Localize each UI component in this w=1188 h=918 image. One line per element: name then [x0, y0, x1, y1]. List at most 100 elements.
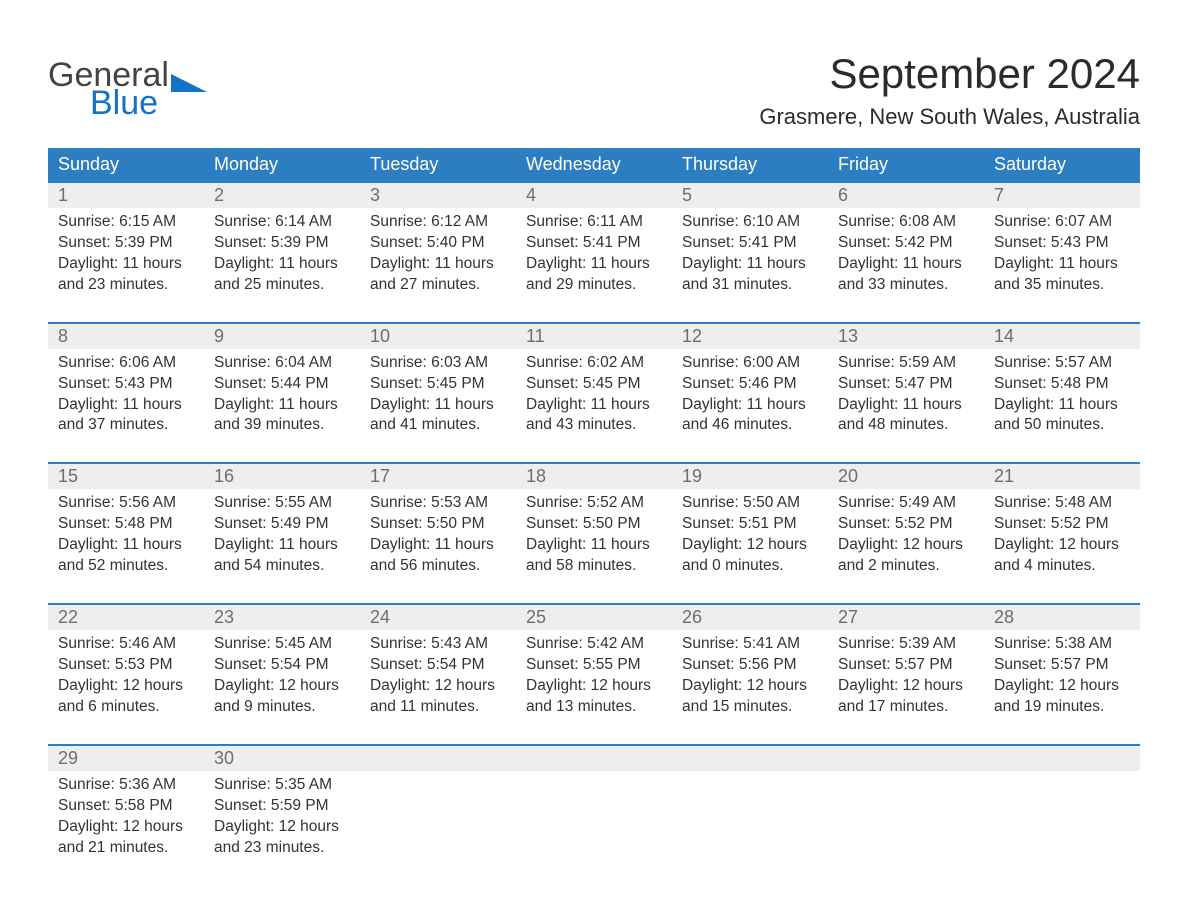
date-number: 2 — [204, 183, 360, 208]
daylight-line: Daylight: 11 hours and 31 minutes. — [682, 254, 818, 296]
date-number — [984, 746, 1140, 771]
sunrise-line: Sunrise: 5:50 AM — [682, 493, 818, 514]
calendar-cell: Sunrise: 6:15 AMSunset: 5:39 PMDaylight:… — [48, 208, 204, 306]
date-number: 27 — [828, 605, 984, 630]
sunset-line: Sunset: 5:39 PM — [58, 233, 194, 254]
daylight-line: Daylight: 12 hours and 9 minutes. — [214, 676, 350, 718]
calendar: SundayMondayTuesdayWednesdayThursdayFrid… — [48, 148, 1140, 868]
date-number: 24 — [360, 605, 516, 630]
sunrise-line: Sunrise: 6:11 AM — [526, 212, 662, 233]
daylight-line: Daylight: 12 hours and 23 minutes. — [214, 817, 350, 859]
calendar-cell — [516, 771, 672, 869]
date-number: 29 — [48, 746, 204, 771]
daylight-line: Daylight: 11 hours and 29 minutes. — [526, 254, 662, 296]
daylight-line: Daylight: 11 hours and 48 minutes. — [838, 395, 974, 437]
date-number: 7 — [984, 183, 1140, 208]
weekday-header: Wednesday — [516, 148, 672, 181]
sunset-line: Sunset: 5:56 PM — [682, 655, 818, 676]
sunrise-line: Sunrise: 6:02 AM — [526, 353, 662, 374]
calendar-cell: Sunrise: 5:53 AMSunset: 5:50 PMDaylight:… — [360, 489, 516, 587]
daylight-line: Daylight: 12 hours and 21 minutes. — [58, 817, 194, 859]
sunset-line: Sunset: 5:39 PM — [214, 233, 350, 254]
sunrise-line: Sunrise: 5:41 AM — [682, 634, 818, 655]
sunrise-line: Sunrise: 5:43 AM — [370, 634, 506, 655]
daylight-line: Daylight: 12 hours and 4 minutes. — [994, 535, 1130, 577]
calendar-cell: Sunrise: 5:39 AMSunset: 5:57 PMDaylight:… — [828, 630, 984, 728]
date-number: 6 — [828, 183, 984, 208]
calendar-cell: Sunrise: 5:42 AMSunset: 5:55 PMDaylight:… — [516, 630, 672, 728]
sunrise-line: Sunrise: 6:10 AM — [682, 212, 818, 233]
date-number: 9 — [204, 324, 360, 349]
daylight-line: Daylight: 11 hours and 23 minutes. — [58, 254, 194, 296]
sunset-line: Sunset: 5:58 PM — [58, 796, 194, 817]
daylight-line: Daylight: 12 hours and 19 minutes. — [994, 676, 1130, 718]
calendar-cell: Sunrise: 5:57 AMSunset: 5:48 PMDaylight:… — [984, 349, 1140, 447]
date-number: 14 — [984, 324, 1140, 349]
sunrise-line: Sunrise: 6:08 AM — [838, 212, 974, 233]
date-strip: 891011121314 — [48, 324, 1140, 349]
calendar-cell: Sunrise: 5:52 AMSunset: 5:50 PMDaylight:… — [516, 489, 672, 587]
sunrise-line: Sunrise: 5:53 AM — [370, 493, 506, 514]
sunrise-line: Sunrise: 5:59 AM — [838, 353, 974, 374]
daylight-line: Daylight: 11 hours and 37 minutes. — [58, 395, 194, 437]
sunset-line: Sunset: 5:48 PM — [994, 374, 1130, 395]
sunrise-line: Sunrise: 5:39 AM — [838, 634, 974, 655]
daylight-line: Daylight: 12 hours and 0 minutes. — [682, 535, 818, 577]
sunrise-line: Sunrise: 6:03 AM — [370, 353, 506, 374]
daylight-line: Daylight: 11 hours and 27 minutes. — [370, 254, 506, 296]
calendar-cell: Sunrise: 6:03 AMSunset: 5:45 PMDaylight:… — [360, 349, 516, 447]
weekday-header: Friday — [828, 148, 984, 181]
date-strip: 15161718192021 — [48, 464, 1140, 489]
weekday-header: Saturday — [984, 148, 1140, 181]
date-number: 13 — [828, 324, 984, 349]
date-number: 28 — [984, 605, 1140, 630]
sunrise-line: Sunrise: 5:57 AM — [994, 353, 1130, 374]
sunset-line: Sunset: 5:54 PM — [370, 655, 506, 676]
date-number: 23 — [204, 605, 360, 630]
date-number: 19 — [672, 464, 828, 489]
date-number — [672, 746, 828, 771]
date-number: 17 — [360, 464, 516, 489]
date-number: 11 — [516, 324, 672, 349]
daylight-line: Daylight: 11 hours and 33 minutes. — [838, 254, 974, 296]
calendar-week: 15161718192021 Sunrise: 5:56 AM Sunset: 5:… — [48, 462, 1140, 587]
sunset-line: Sunset: 5:52 PM — [994, 514, 1130, 535]
sunset-line: Sunset: 5:53 PM — [58, 655, 194, 676]
daylight-line: Daylight: 11 hours and 41 minutes. — [370, 395, 506, 437]
sunrise-line: Sunrise: 5:56 AM — [58, 493, 194, 514]
sunrise-line: Sunrise: 6:04 AM — [214, 353, 350, 374]
sunset-line: Sunset: 5:41 PM — [682, 233, 818, 254]
daylight-line: Daylight: 12 hours and 15 minutes. — [682, 676, 818, 718]
sunset-line: Sunset: 5:57 PM — [994, 655, 1130, 676]
date-number: 12 — [672, 324, 828, 349]
calendar-cell: Sunrise: 5:36 AMSunset: 5:58 PMDaylight:… — [48, 771, 204, 869]
sunrise-line: Sunrise: 6:00 AM — [682, 353, 818, 374]
sunrise-line: Sunrise: 5:36 AM — [58, 775, 194, 796]
daylight-line: Daylight: 12 hours and 11 minutes. — [370, 676, 506, 718]
calendar-week: 1234567Sunrise: 6:15 AMSunset: 5:39 PMDa… — [48, 181, 1140, 306]
sunset-line: Sunset: 5:41 PM — [526, 233, 662, 254]
sunset-line: Sunset: 5:46 PM — [682, 374, 818, 395]
sunset-line: Sunset: 5:40 PM — [370, 233, 506, 254]
date-number: 25 — [516, 605, 672, 630]
weekday-header-row: SundayMondayTuesdayWednesdayThursdayFrid… — [48, 148, 1140, 181]
sunset-line: Sunset: 5:47 PM — [838, 374, 974, 395]
calendar-cell: Sunrise: 5:38 AMSunset: 5:57 PMDaylight:… — [984, 630, 1140, 728]
daylight-line: Daylight: 12 hours and 13 minutes. — [526, 676, 662, 718]
calendar-week: 2930Sunrise: 5:36 AMSunset: 5:58 PMDayli… — [48, 744, 1140, 869]
daylight-line: Daylight: 11 hours and 43 minutes. — [526, 395, 662, 437]
calendar-cell: Sunrise: 5:46 AMSunset: 5:53 PMDaylight:… — [48, 630, 204, 728]
date-number — [828, 746, 984, 771]
calendar-cell: Sunrise: 6:00 AMSunset: 5:46 PMDaylight:… — [672, 349, 828, 447]
calendar-cell: Sunrise: 5:48 AMSunset: 5:52 PMDaylight:… — [984, 489, 1140, 587]
sunrise-line: Sunrise: 5:35 AM — [214, 775, 350, 796]
date-number: 30 — [204, 746, 360, 771]
weekday-header: Thursday — [672, 148, 828, 181]
sunset-line: Sunset: 5:42 PM — [838, 233, 974, 254]
calendar-cell: Sunrise: 6:11 AMSunset: 5:41 PMDaylight:… — [516, 208, 672, 306]
calendar-cell: Sunrise: 5:43 AMSunset: 5:54 PMDaylight:… — [360, 630, 516, 728]
date-number: 5 — [672, 183, 828, 208]
logo-word-blue: Blue — [48, 86, 207, 120]
calendar-cell: Sunrise: 6:04 AMSunset: 5:44 PMDaylight:… — [204, 349, 360, 447]
sunset-line: Sunset: 5:45 PM — [370, 374, 506, 395]
